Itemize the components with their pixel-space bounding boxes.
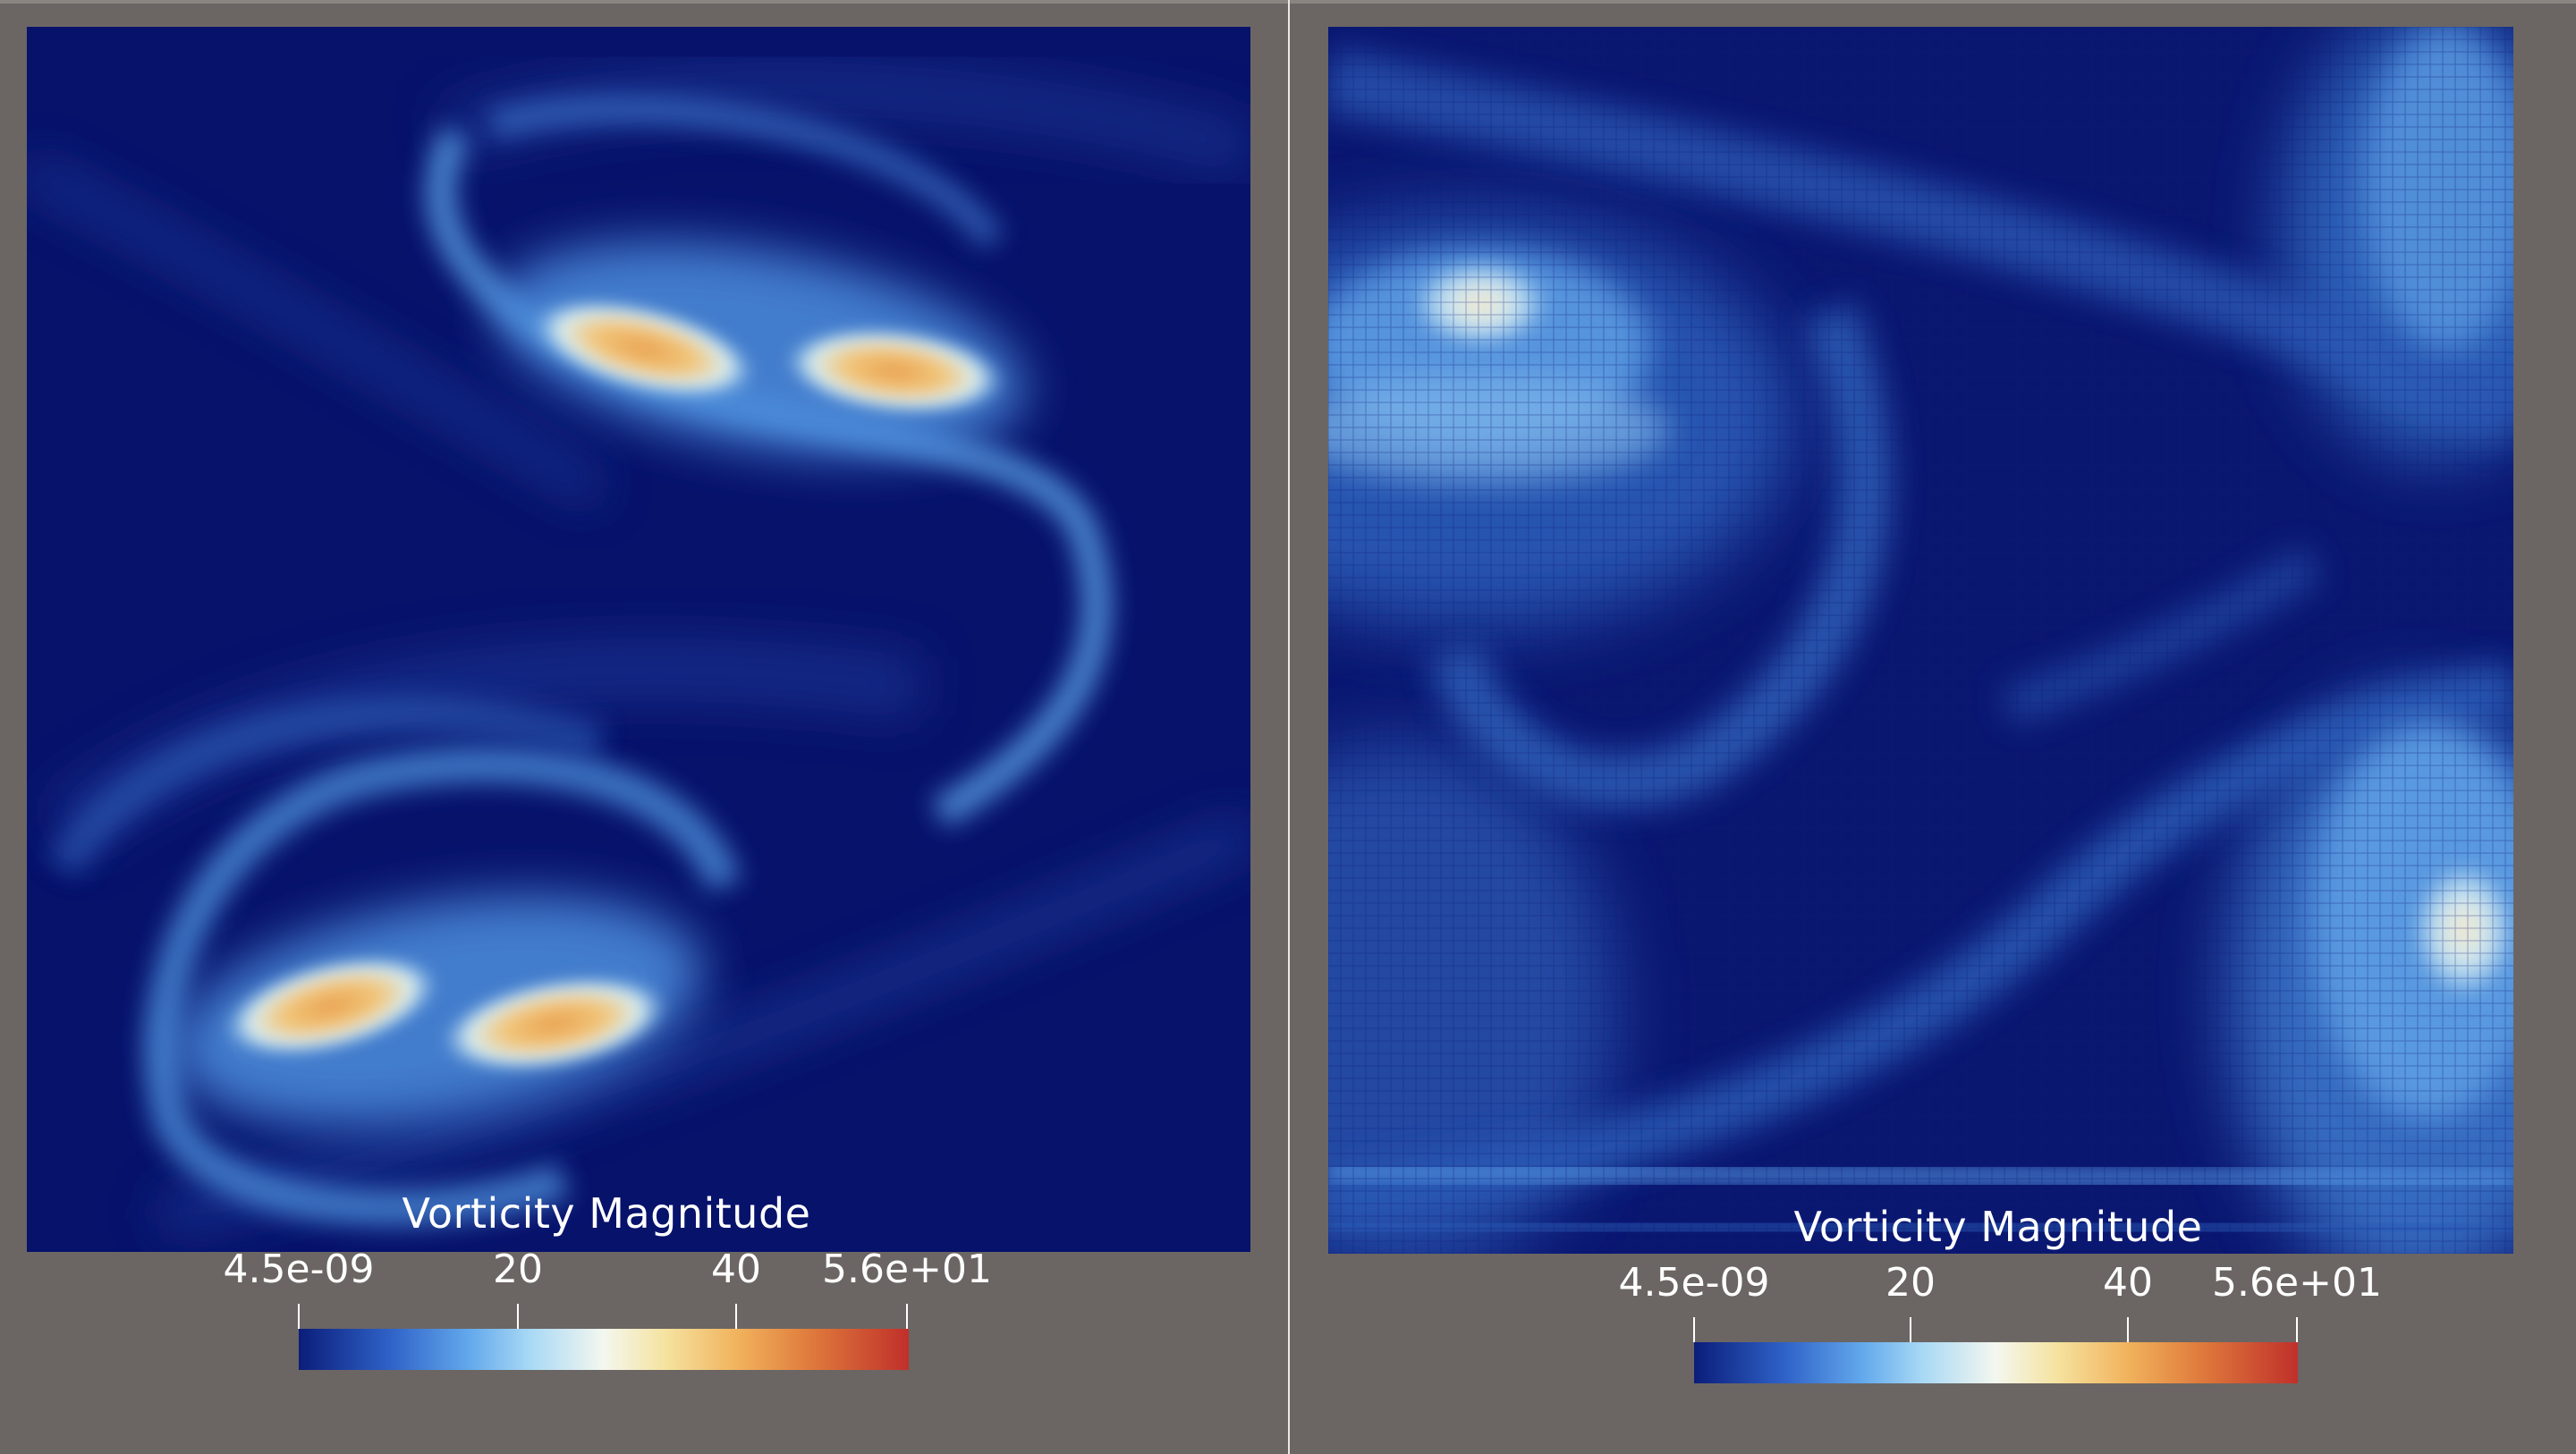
colorbar-tick-label-20-left: 20 [493,1247,543,1292]
colorbar-tick-mark-40-right [2127,1317,2129,1342]
colorbar-tick-label-40-right: 40 [2103,1260,2153,1306]
colorbar-title-right: Vorticity Magnitude [1793,1203,2203,1251]
colorbar-tick-label-min-left: 4.5e-09 [223,1247,375,1292]
colorbar-tick-label-max-right: 5.6e+01 [2212,1260,2382,1306]
colorbar-left[interactable] [299,1329,909,1370]
colorbar-title-left: Vorticity Magnitude [402,1189,811,1238]
colorbar-tick-label-max-left: 5.6e+01 [822,1247,992,1292]
vorticity-field-right[interactable] [1328,27,2513,1254]
colorbar-tick-mark-20-right [1910,1317,1911,1342]
colorbar-tick-mark-max-left [906,1304,908,1329]
vorticity-field-left[interactable] [27,27,1250,1252]
render-view-right[interactable]: Vorticity Magnitude 4.5e-09 20 40 5.6e+0… [1290,0,2576,1454]
colorbar-tick-mark-min-left [298,1304,300,1329]
colorbar-tick-label-20-right: 20 [1885,1260,1936,1306]
vorticity-field-right-image [1328,27,2513,1254]
vorticity-field-left-image [27,27,1250,1252]
colorbar-right[interactable] [1694,1342,2298,1383]
render-view-left[interactable]: Vorticity Magnitude 4.5e-09 20 40 5.6e+0… [0,0,1288,1454]
colorbar-tick-mark-20-left [517,1304,519,1329]
colorbar-tick-mark-min-right [1693,1317,1695,1342]
colorbar-tick-mark-max-right [2296,1317,2298,1342]
colorbar-tick-label-40-left: 40 [711,1247,761,1292]
colorbar-tick-label-min-right: 4.5e-09 [1618,1260,1770,1306]
colorbar-tick-mark-40-left [735,1304,737,1329]
view-splitter[interactable] [1288,0,1290,1454]
